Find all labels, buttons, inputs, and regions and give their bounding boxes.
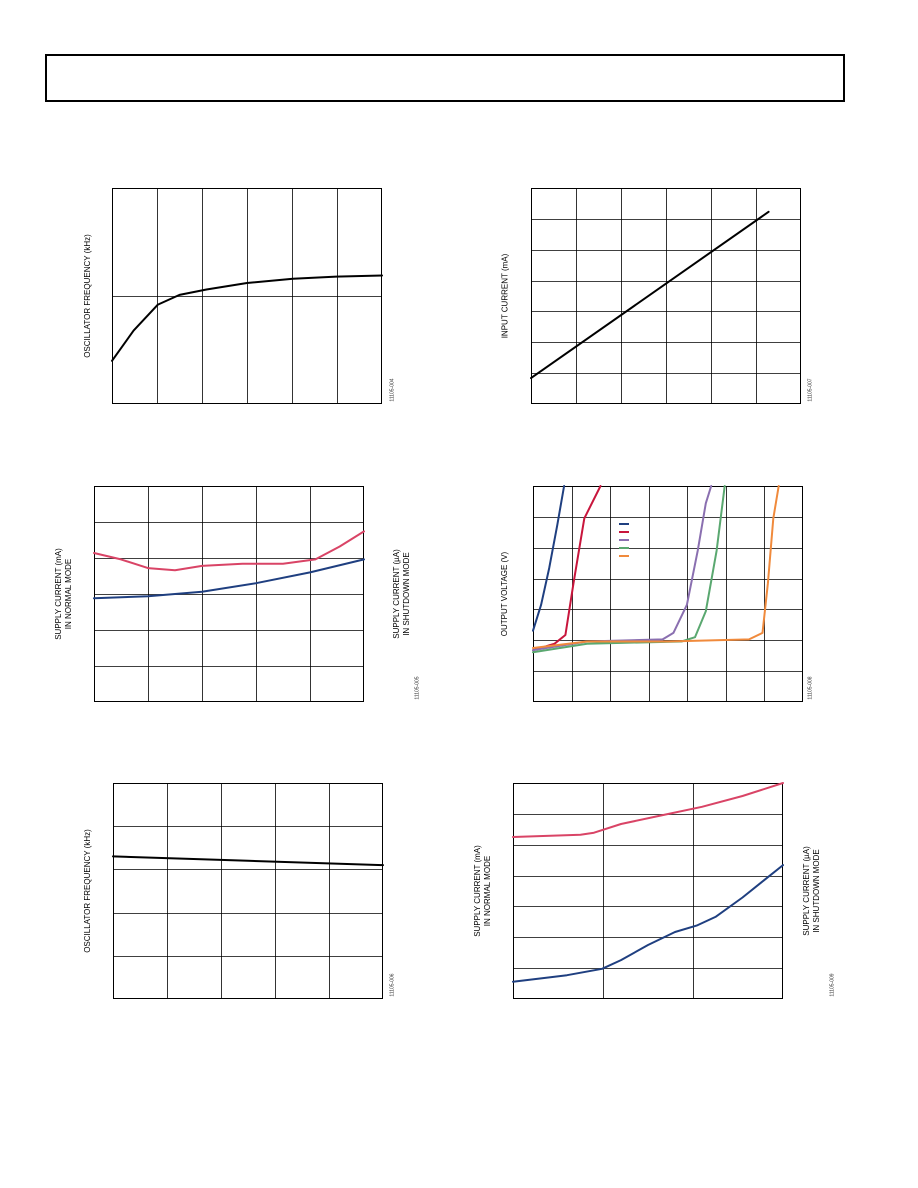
chart-svg	[512, 782, 784, 999]
y-axis-label: OUTPUT VOLTAGE (V)	[500, 551, 510, 637]
chart-svg	[532, 485, 803, 702]
plot-frame	[113, 783, 383, 999]
figure-id: 11105-007	[807, 378, 814, 402]
plot-frame	[94, 486, 364, 702]
series-line-1	[111, 274, 383, 362]
y-axis-label-right: SUPPLY CURRENT (µA) IN SHUTDOWN MODE	[801, 846, 821, 936]
series-line-1	[112, 855, 384, 867]
series-line-5	[532, 485, 780, 649]
y-axis-label: OSCILLATOR FREQUENCY (kHz)	[82, 829, 92, 953]
chart-input-current	[530, 188, 801, 404]
plot-frame	[533, 486, 803, 702]
y-axis-label: OSCILLATOR FREQUENCY (kHz)	[82, 234, 92, 358]
series-line-4	[532, 485, 726, 654]
chart-osc-vs-left-bottom	[112, 783, 384, 999]
chart-svg	[112, 783, 384, 999]
series-line-2	[93, 558, 365, 600]
y-axis-label: SUPPLY CURRENT (mA) IN NORMAL MODE	[472, 845, 492, 937]
chart-osc-vs-left-top	[111, 188, 383, 404]
series-line-1	[532, 485, 566, 632]
plot-frame	[531, 188, 801, 404]
figure-id: 11105-006	[389, 973, 396, 997]
series-line-1	[93, 530, 365, 572]
y-axis-label: INPUT CURRENT (mA)	[499, 253, 509, 339]
y-axis-label: SUPPLY CURRENT (mA) IN NORMAL MODE	[53, 548, 73, 640]
figure-id: 11105-004	[389, 378, 396, 402]
series-line-1	[530, 210, 770, 380]
figure-id: 11105-008	[807, 676, 814, 700]
series-line-2	[512, 864, 784, 983]
series-line-2	[532, 485, 602, 652]
figure-id: 11105-009	[829, 973, 836, 997]
chart-svg	[530, 188, 801, 404]
chart-svg	[111, 188, 383, 404]
plot-frame	[112, 188, 382, 404]
chart-supply-current-bottom	[512, 782, 784, 999]
plot-frame	[513, 783, 783, 999]
figure-id: 11105-005	[414, 676, 421, 700]
y-axis-label-right: SUPPLY CURRENT (µA) IN SHUTDOWN MODE	[391, 549, 411, 639]
chart-svg	[93, 486, 365, 702]
chart-supply-current-mid	[93, 486, 365, 702]
page-header-box	[45, 54, 845, 102]
series-line-1	[512, 782, 784, 838]
chart-output-voltage	[532, 485, 803, 702]
